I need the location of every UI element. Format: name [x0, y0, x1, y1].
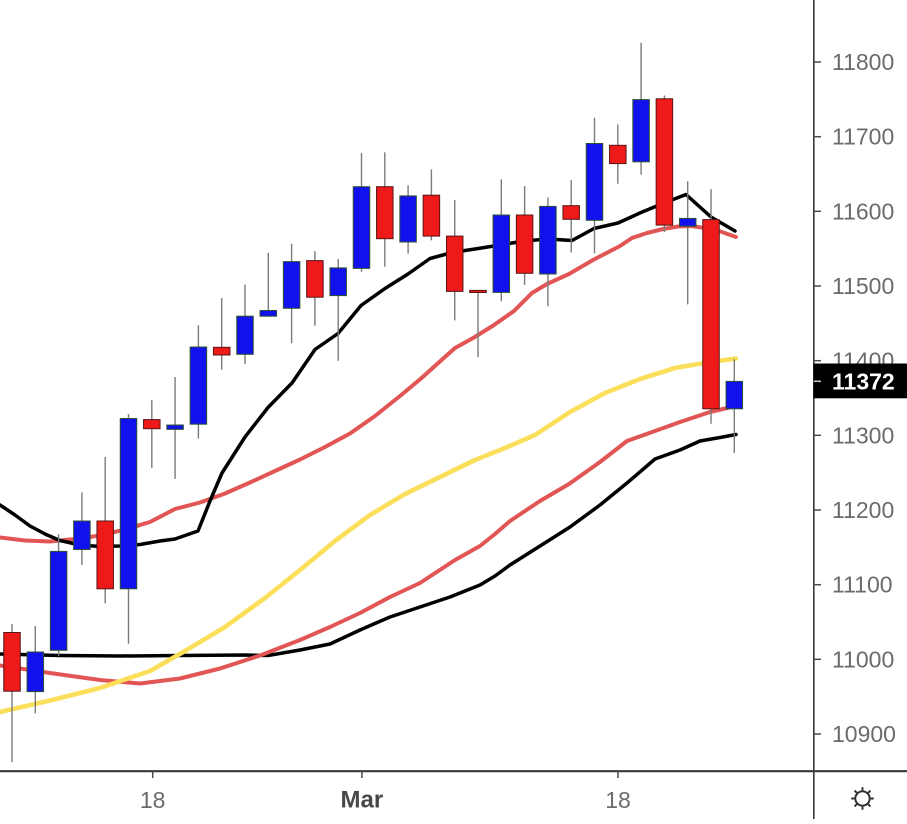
svg-text:11372: 11372	[832, 369, 895, 395]
svg-text:11600: 11600	[832, 198, 894, 224]
svg-text:Mar: Mar	[341, 787, 384, 814]
svg-text:18: 18	[605, 787, 631, 813]
svg-text:11800: 11800	[832, 49, 894, 75]
svg-text:11000: 11000	[832, 646, 894, 672]
svg-text:11200: 11200	[832, 497, 894, 523]
svg-text:18: 18	[140, 787, 166, 813]
svg-text:11500: 11500	[832, 273, 894, 299]
svg-text:11100: 11100	[832, 572, 893, 598]
svg-text:11300: 11300	[832, 422, 894, 448]
svg-text:10900: 10900	[832, 721, 896, 747]
svg-text:11700: 11700	[832, 124, 894, 150]
